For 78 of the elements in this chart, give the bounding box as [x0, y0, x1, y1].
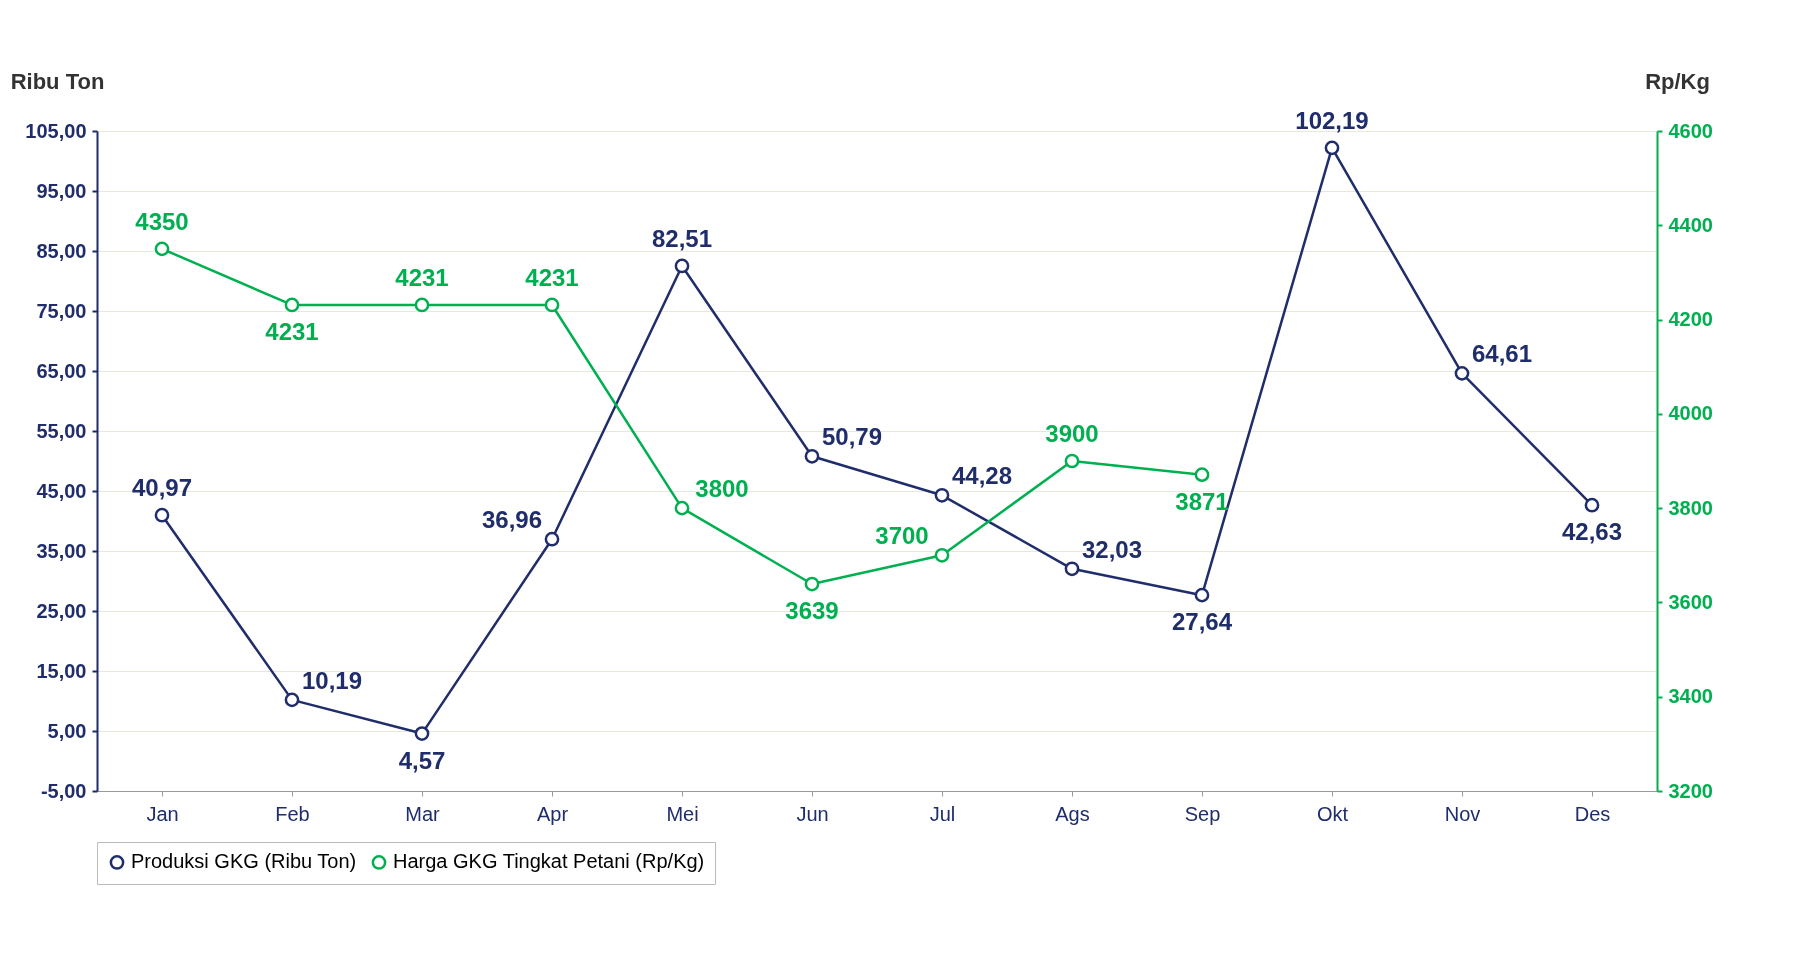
point — [1584, 497, 1600, 513]
y-tick-label: 35,00 — [36, 539, 87, 562]
legend-label: Harga GKG Tingkat Petani (Rp/Kg) — [393, 850, 705, 873]
data-label: 102,19 — [1295, 106, 1369, 134]
data-label: 4,57 — [398, 746, 446, 774]
y-tick-label: 45,00 — [36, 479, 87, 502]
y-tick-label: -5,00 — [40, 779, 87, 802]
y-tick-label: 95,00 — [36, 179, 87, 202]
data-label: 3639 — [785, 597, 839, 625]
point — [284, 692, 300, 708]
data-label: 27,64 — [1171, 608, 1233, 636]
point — [674, 258, 690, 274]
y-tick-label: 25,00 — [36, 599, 87, 622]
y2-tick-label: 4400 — [1668, 213, 1713, 236]
data-label: 40,97 — [131, 474, 193, 502]
data-label: 64,61 — [1471, 340, 1533, 368]
data-label: 3871 — [1175, 487, 1229, 515]
point — [414, 297, 430, 313]
point — [544, 531, 560, 547]
y2-tick-label: 3400 — [1668, 685, 1713, 708]
x-tick-label: Des — [1574, 802, 1611, 825]
point — [414, 726, 430, 741]
x-tick-label: Nov — [1444, 802, 1481, 825]
x-tick-label: Mar — [405, 802, 441, 825]
x-tick-label: Ags — [1055, 802, 1090, 825]
y-tick-label: 85,00 — [36, 239, 87, 262]
point — [1194, 467, 1210, 483]
point — [934, 547, 950, 563]
point — [1324, 140, 1340, 156]
x-tick-label: Mei — [666, 802, 699, 825]
point — [154, 507, 170, 523]
data-label: 44,28 — [951, 462, 1013, 490]
x-tick-label: Feb — [275, 802, 310, 825]
x-tick-label: Jan — [146, 802, 179, 825]
y2-tick-label: 3800 — [1668, 496, 1713, 519]
point — [934, 487, 950, 503]
y2-tick-label: 3600 — [1668, 590, 1713, 613]
data-label: 10,19 — [301, 666, 363, 694]
data-label: 3700 — [875, 522, 929, 550]
y2-tick-label: 4200 — [1668, 308, 1713, 331]
point — [1064, 453, 1080, 469]
y-tick-label: 55,00 — [36, 419, 87, 442]
data-label: 3800 — [695, 475, 749, 503]
y-axis-title: Ribu Ton — [10, 68, 105, 94]
y-tick-label: 65,00 — [36, 359, 87, 382]
point — [804, 576, 820, 592]
point — [1194, 587, 1210, 603]
point — [154, 241, 170, 257]
y2-tick-label: 4000 — [1668, 402, 1713, 425]
data-label: 4350 — [135, 207, 189, 235]
y2-tick-label: 4600 — [1668, 119, 1713, 142]
data-label: 32,03 — [1081, 535, 1143, 563]
y-tick-label: 75,00 — [36, 299, 87, 322]
data-label: 42,63 — [1561, 518, 1623, 546]
point — [1064, 561, 1080, 577]
y-tick-label: 105,00 — [25, 119, 87, 142]
data-label: 4231 — [525, 263, 579, 291]
data-label: 82,51 — [651, 224, 713, 252]
x-tick-label: Jul — [929, 802, 956, 825]
legend-label: Produksi GKG (Ribu Ton) — [131, 850, 357, 873]
point — [284, 297, 300, 313]
x-tick-label: Okt — [1316, 802, 1349, 825]
data-label: 4231 — [265, 317, 319, 345]
data-label: 4231 — [395, 263, 449, 291]
y-tick-label: 15,00 — [36, 659, 87, 682]
point — [804, 448, 820, 464]
point — [1454, 365, 1470, 381]
data-label: 36,96 — [481, 506, 543, 534]
x-tick-label: Apr — [536, 802, 569, 825]
x-tick-label: Jun — [796, 802, 829, 825]
point — [544, 297, 560, 313]
y2-tick-label: 3200 — [1668, 779, 1713, 802]
x-tick-label: Sep — [1184, 802, 1221, 825]
point — [674, 500, 690, 516]
y2-axis-title: Rp/Kg — [1645, 68, 1710, 94]
data-label: 3900 — [1045, 420, 1099, 447]
data-label: 50,79 — [821, 423, 883, 451]
y-tick-label: 5,00 — [47, 719, 87, 742]
